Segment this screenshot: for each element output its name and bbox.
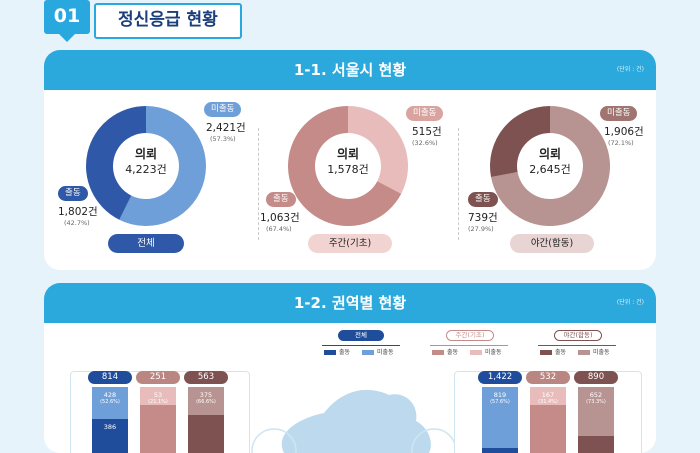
donut-center-title: 의뢰 [134,147,158,161]
bar-segment-dispatch: 386 [92,419,128,453]
section-title: 정신응급 현황 [94,3,242,39]
bar-segment-dispatch [140,405,176,453]
donut-chart-total [85,106,206,226]
donut-slice-non-dispatch [119,106,206,226]
donut-slice-dispatch [288,106,402,226]
panel-header: 1-1. 서울시 현황 (단위 : 건) [44,50,656,90]
donut-chart-night [490,106,610,226]
dispatch-label: 출동 [468,192,498,207]
dispatch-value: 1,802건 [58,206,98,218]
unit-label: (단위 : 건) [616,299,644,306]
regional-status-panel: 1-2. 권역별 현황 (단위 : 건) 전체 출동 미출동 주간(기초) 출동… [44,283,656,453]
non-dispatch-value: 1,906건 [604,126,644,138]
dispatch-percent: (67.4%) [266,225,292,233]
dispatch-value: 739건 [468,212,498,224]
bar-segment-dispatch: 603 [482,448,518,453]
donut-center-value: 4,223건 [125,163,167,176]
non-dispatch-percent: (57.3%) [210,135,236,143]
section-number-badge: 01 [44,0,90,34]
seoul-map [251,389,457,453]
bar-total-label: 890 [574,371,618,384]
dispatch-percent: (42.7%) [64,219,90,227]
donut-slice-dispatch [490,106,550,178]
donut-chart-day [288,106,408,226]
legend-item-dispatch: 출동 [324,347,350,356]
divider [258,128,259,240]
donut-center-title: 의뢰 [336,147,360,161]
bar-segment-dispatch [188,415,224,453]
donut-caption-night: 야간(합동) [510,234,594,253]
bar-segment-dispatch [578,435,614,453]
legend-item-non-dispatch: 미출동 [578,347,610,356]
legend-title-day: 주간(기초) [446,330,494,341]
legend-underline [322,345,400,346]
dispatch-label: 출동 [58,186,88,201]
donut-slice-dispatch [85,106,146,220]
legend-underline [430,345,508,346]
donut-center-title: 의뢰 [538,147,562,161]
dispatch-value: 1,063건 [260,212,300,224]
legend-item-non-dispatch: 미출동 [470,347,502,356]
bar-segment-non-dispatch: 428 (52.6%) [92,387,128,420]
panel-title: 1-2. 권역별 현황 [293,294,407,312]
donut-center-value: 1,578건 [327,163,369,176]
bar-total-label: 1,422 [478,371,522,384]
legend-underline [538,345,616,346]
divider [458,128,459,240]
non-dispatch-value: 515건 [412,126,442,138]
bar-segment-non-dispatch: 819 (57.6%) [482,387,518,449]
non-dispatch-percent: (72.1%) [608,139,634,147]
bar-segment-non-dispatch: 652 (73.3%) [578,387,614,436]
legend-title-total: 전체 [338,330,384,341]
legend-item-non-dispatch: 미출동 [362,347,394,356]
dispatch-percent: (27.9%) [468,225,494,233]
dispatch-label: 출동 [266,192,296,207]
bar-total-label: 814 [88,371,132,384]
donut-slice-non-dispatch [491,106,610,226]
non-dispatch-value: 2,421건 [206,122,246,134]
non-dispatch-label: 미출동 [406,106,444,121]
panel-title: 1-1. 서울시 현황 [293,61,407,79]
legend-item-dispatch: 출동 [540,347,566,356]
bar-total-label: 563 [184,371,228,384]
unit-label: (단위 : 건) [616,66,644,73]
bar-segment-non-dispatch: 375 (66.6%) [188,387,224,416]
non-dispatch-label: 미출동 [204,102,242,117]
legend-title-night: 야간(합동) [554,330,602,341]
section-badge-tail [58,33,76,42]
panel-header: 1-2. 권역별 현황 (단위 : 건) [44,283,656,323]
bar-segment-non-dispatch: 53 (21.1%) [140,387,176,405]
donut-caption-total: 전체 [108,234,184,253]
legend-item-dispatch: 출동 [432,347,458,356]
bar-segment-dispatch [530,405,566,453]
donut-center-value: 2,645건 [529,163,571,176]
non-dispatch-percent: (32.6%) [412,139,438,147]
bar-group-left: 814 428 (52.6%) 386 251 53 (21.1%) 563 375 (66.6%… [70,371,248,453]
donut-caption-day: 주간(기초) [308,234,392,253]
bar-total-label: 251 [136,371,180,384]
seoul-status-panel: 1-1. 서울시 현황 (단위 : 건) 의뢰 4,223건 미출동 2,421… [44,50,656,270]
bar-segment-non-dispatch: 167 (31.4%) [530,387,566,405]
non-dispatch-label: 미출동 [600,106,638,121]
donut-slice-non-dispatch [348,106,408,194]
bar-total-label: 532 [526,371,570,384]
bar-group-right: 1,422 819(57.6%)603 532 167(31.4%) 890 652(73… [454,371,640,453]
